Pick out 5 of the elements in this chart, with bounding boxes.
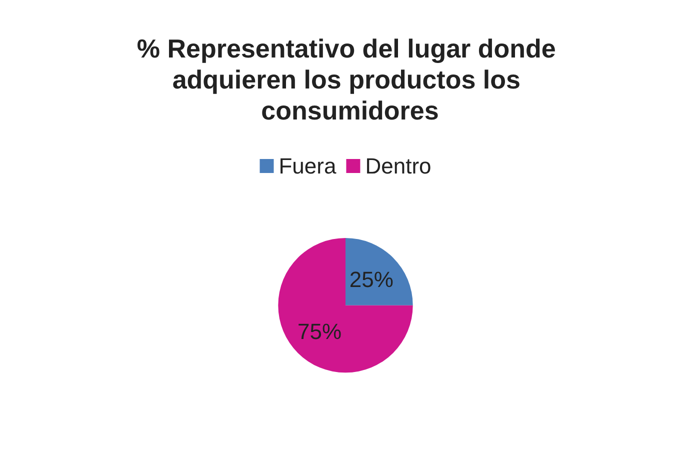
data-label: 75% <box>298 318 342 344</box>
legend-label: Dentro <box>365 154 432 178</box>
chart-title: % Representativo del lugar donde adquieren los productos los consumidores <box>136 34 564 126</box>
data-label: 25% <box>349 266 394 292</box>
legend-label: Fuera <box>278 154 337 178</box>
